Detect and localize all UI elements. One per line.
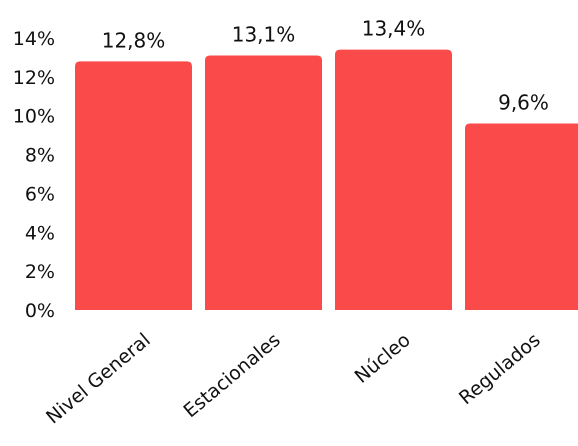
y-tick-label: 4% — [25, 222, 55, 244]
bar — [335, 49, 452, 311]
value-labels: 12,8% 13,1% 13,4% 9,6% — [102, 17, 549, 115]
bar — [205, 55, 322, 310]
data-label: 13,1% — [232, 22, 296, 46]
y-tick-label: 10% — [13, 106, 55, 128]
data-label: 12,8% — [102, 28, 166, 52]
y-tick-label: 8% — [25, 145, 55, 167]
data-label: 9,6% — [498, 90, 549, 114]
data-label: 13,4% — [362, 17, 426, 41]
y-tick-label: 0% — [25, 300, 55, 322]
bar — [75, 61, 192, 310]
bar — [465, 123, 578, 310]
y-tick-label: 12% — [13, 67, 55, 89]
y-tick-label: 14% — [13, 28, 55, 50]
x-tick-label: Regulados — [455, 329, 545, 409]
y-tick-label: 2% — [25, 261, 55, 283]
x-tick-label: Estacionales — [179, 329, 284, 422]
y-axis: 0% 2% 4% 6% 8% 10% 12% 14% — [13, 28, 55, 322]
x-tick-label: Núcleo — [351, 329, 415, 388]
y-tick-label: 6% — [25, 183, 55, 205]
bars — [75, 49, 578, 311]
x-axis: Nivel General Estacionales Núcleo Regulados — [42, 329, 545, 429]
x-tick-label: Nivel General — [42, 329, 155, 429]
